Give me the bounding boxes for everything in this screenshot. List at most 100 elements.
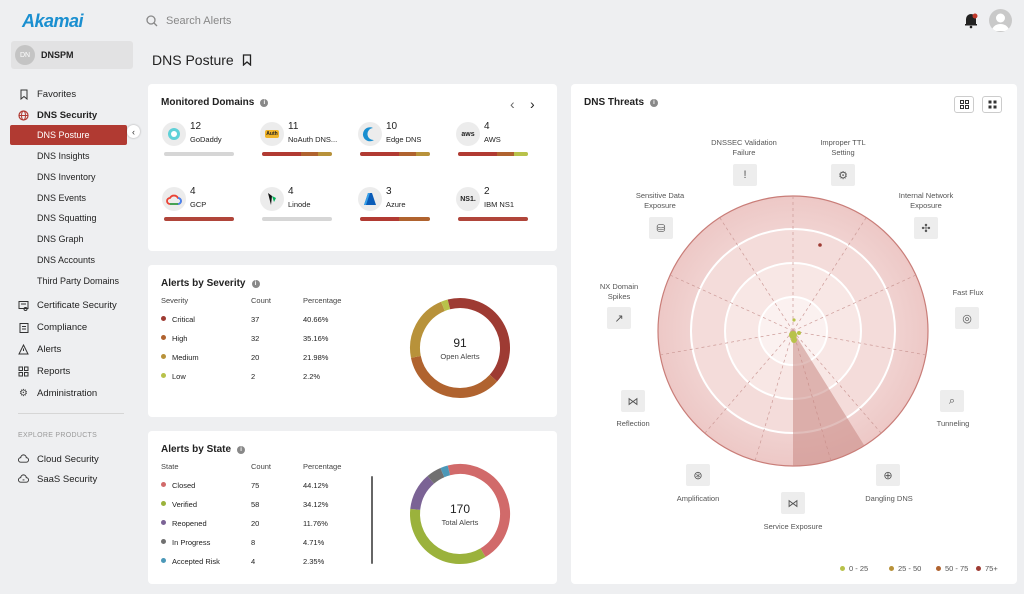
trend-up-icon[interactable]: ↗ — [607, 307, 631, 329]
info-icon[interactable]: i — [237, 445, 246, 454]
domain-status-bar — [164, 152, 234, 156]
donut-slice[interactable] — [427, 467, 445, 484]
sidebar-item-dns-posture[interactable]: DNS Posture — [10, 125, 127, 145]
card-title: Monitored Domains i — [161, 97, 269, 108]
card-title-text: Monitored Domains — [161, 97, 255, 108]
status-bar-segment — [164, 152, 234, 156]
threat-point — [792, 318, 796, 322]
gear-icon[interactable]: ⚙ — [831, 164, 855, 186]
domain-name: Edge DNS — [386, 135, 422, 144]
row-percentage: 21.98% — [303, 353, 329, 362]
donut-slice[interactable] — [410, 301, 446, 358]
reflect-icon[interactable]: ⋈ — [621, 390, 645, 412]
sidebar-item-alerts[interactable]: Alerts — [18, 342, 61, 356]
flux-icon[interactable]: ◎ — [955, 307, 979, 329]
sidebar-item-dns-security[interactable]: DNS Security — [18, 108, 97, 122]
status-bar-segment — [398, 217, 430, 221]
legend-label: 25 - 50 — [898, 564, 922, 573]
prev-arrow-icon[interactable]: ‹ — [510, 96, 515, 112]
state-total-label: Total Alerts — [441, 518, 479, 527]
domain-name: Azure — [386, 200, 406, 209]
grid-view-button[interactable] — [954, 96, 974, 113]
sidebar-item-dns-accounts[interactable]: DNS Accounts — [37, 255, 96, 265]
account-switcher[interactable]: DN DNSPM — [11, 41, 133, 69]
row-percentage: 40.66% — [303, 315, 329, 324]
notification-bell-icon[interactable] — [962, 11, 980, 29]
state-donut-chart — [410, 464, 510, 564]
sidebar-item-dns-insights[interactable]: DNS Insights — [37, 151, 90, 161]
network-icon[interactable]: ✣ — [914, 217, 938, 239]
sidebar-item-dns-events[interactable]: DNS Events — [37, 193, 87, 203]
sidebar-item-dns-squatting[interactable]: DNS Squatting — [37, 213, 97, 223]
donut-slice[interactable] — [447, 298, 510, 382]
donut-slice[interactable] — [441, 299, 451, 312]
donut-slice[interactable] — [447, 464, 510, 557]
domain-tile[interactable]: NS1. 2 IBM NS1 — [456, 186, 532, 227]
info-icon[interactable]: i — [251, 279, 260, 288]
domain-tile[interactable]: 4 Linode — [260, 186, 336, 227]
ns1-icon: NS1. — [456, 187, 480, 211]
info-icon[interactable]: i — [260, 98, 269, 107]
database-lock-icon[interactable]: ⛁ — [649, 217, 673, 239]
noauth-icon: Auth — [260, 122, 284, 146]
sidebar-item-third-party-domains[interactable]: Third Party Domains — [37, 276, 120, 286]
sidebar-item-favorites[interactable]: Favorites — [18, 87, 76, 101]
collapse-sidebar-chevron-icon[interactable]: ‹ — [127, 125, 140, 138]
sidebar-item-reports[interactable]: Reports — [18, 364, 70, 378]
tunnel-search-icon[interactable]: ⌕ — [940, 390, 964, 412]
domain-tile[interactable]: aws 4 AWS — [456, 121, 532, 162]
search-bar[interactable]: Search Alerts — [146, 12, 406, 30]
donut-slice[interactable] — [440, 465, 451, 478]
alert-circle-icon[interactable]: ! — [733, 164, 757, 186]
legend-dot — [161, 335, 166, 340]
domain-count: 2 — [484, 186, 490, 197]
legend-item: 50 - 75 — [936, 564, 968, 573]
sidebar-label: DNS Security — [37, 109, 98, 121]
sidebar-item-dns-graph[interactable]: DNS Graph — [37, 234, 84, 244]
grid-icon — [18, 366, 29, 377]
sidebar-item-cloud-security[interactable]: Cloud Security — [18, 452, 99, 466]
domain-tile[interactable]: 3 Azure — [358, 186, 434, 227]
sidebar-item-certificate-security[interactable]: Certificate Security — [18, 298, 117, 312]
table-scrollbar[interactable] — [371, 476, 373, 564]
sidebar-label: Administration — [37, 387, 98, 399]
threat-point — [797, 331, 801, 335]
legend-dot — [840, 566, 845, 571]
severity-total-label: Open Alerts — [440, 352, 480, 361]
tile-view-button[interactable] — [982, 96, 1002, 113]
domain-tile[interactable]: Auth 11 NoAuth DNS... — [260, 121, 337, 162]
status-bar-segment — [318, 152, 332, 156]
row-label: Medium — [172, 353, 199, 362]
next-arrow-icon[interactable]: › — [530, 96, 535, 112]
status-bar-segment — [300, 152, 318, 156]
sidebar-item-dns-inventory[interactable]: DNS Inventory — [37, 172, 96, 182]
akamai-logo[interactable]: Akamai — [10, 7, 84, 32]
donut-slice[interactable] — [410, 508, 486, 564]
threat-label-tunneling: Tunneling — [936, 419, 970, 428]
sidebar-item-compliance[interactable]: Compliance — [18, 320, 87, 334]
sidebar-divider — [18, 413, 124, 414]
legend-item: 25 - 50 — [889, 564, 921, 573]
threat-label-service-exposure: Service Exposure — [763, 522, 823, 531]
domain-tile[interactable]: 10 Edge DNS — [358, 121, 434, 162]
logo-text: Akamai — [22, 11, 84, 31]
globe-icon[interactable]: ⊕ — [876, 464, 900, 486]
card-title: Alerts by Severity i — [161, 278, 260, 289]
monitored-domains-card: Monitored Domains i ‹ › 12 GoDaddy Auth 11 No… — [148, 84, 557, 251]
info-icon[interactable]: i — [650, 98, 659, 107]
domain-tile[interactable]: 4 GCP — [162, 186, 238, 227]
sidebar-item-saas-security[interactable]: SaaS Security — [18, 472, 97, 486]
donut-slice[interactable] — [410, 475, 435, 511]
sidebar-label: Compliance — [37, 321, 88, 333]
zoom-icon[interactable]: ⊛ — [686, 464, 710, 486]
share-icon[interactable]: ⋈ — [781, 492, 805, 514]
legend-item: 75+ — [976, 564, 998, 573]
sidebar-item-administration[interactable]: ⚙ Administration — [18, 386, 97, 400]
donut-slice[interactable] — [410, 355, 498, 398]
domain-tile[interactable]: 12 GoDaddy — [162, 121, 238, 162]
row-count: 4 — [251, 557, 256, 566]
bookmark-icon[interactable] — [242, 54, 252, 66]
user-avatar[interactable] — [989, 9, 1012, 32]
status-bar-segment — [262, 217, 332, 221]
domain-status-bar — [164, 217, 234, 221]
